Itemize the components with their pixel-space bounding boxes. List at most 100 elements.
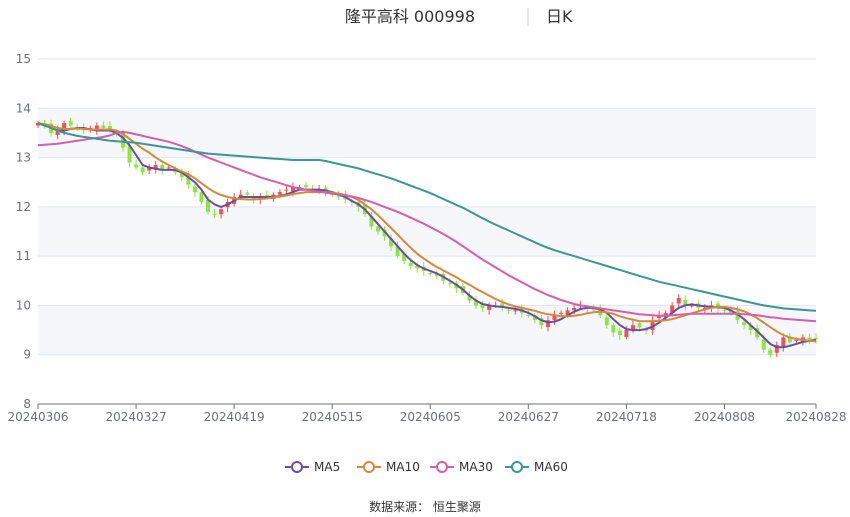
x-tick-label: 20240327 [106, 410, 167, 424]
candle-body [532, 315, 537, 321]
moving-averages [37, 122, 817, 349]
candle-body [559, 312, 564, 314]
candle-body [402, 254, 407, 262]
candle-body [134, 164, 139, 168]
candle-body [395, 246, 400, 257]
y-tick-label: 13 [16, 151, 31, 165]
x-tick-label: 20240419 [204, 410, 265, 424]
candle-body [526, 314, 531, 316]
y-tick-label: 9 [23, 348, 31, 362]
legend-label: MA5 [314, 460, 340, 474]
candle-body [781, 337, 786, 347]
candle-body [545, 320, 550, 328]
grid-band [38, 108, 816, 158]
legend-label: MA30 [459, 460, 493, 474]
candle-body [630, 325, 635, 331]
y-tick-label: 14 [16, 101, 31, 115]
data-source: 数据来源： 恒生聚源 [369, 499, 481, 514]
candle-body [219, 209, 224, 215]
legend-swatch-circle [511, 461, 523, 473]
candle-body [611, 325, 616, 333]
legend-label: MA60 [534, 460, 568, 474]
candle-body [62, 123, 67, 131]
candle-body [774, 344, 779, 353]
candle-body [480, 303, 485, 308]
candle-body [238, 194, 243, 197]
candle-body [369, 216, 374, 227]
legend-label: MA10 [386, 460, 420, 474]
ma60-line [37, 122, 817, 312]
candle-body [415, 266, 420, 269]
candle-body [205, 199, 210, 212]
ma5-line [37, 122, 817, 349]
candle-body [36, 123, 40, 126]
stock-title: 隆平高科 000998 [345, 7, 475, 26]
candle-body [140, 167, 145, 173]
candle-body [389, 238, 394, 247]
x-tick-label: 20240828 [785, 410, 846, 424]
candle-body [55, 130, 60, 135]
candle-body [650, 320, 655, 331]
candle-body [794, 339, 799, 341]
candle-body [147, 167, 152, 171]
grid [38, 58, 816, 405]
candle-body [729, 310, 734, 313]
candle-body [487, 305, 492, 310]
legend-swatch-circle [363, 461, 375, 473]
candle-body [408, 263, 413, 266]
y-tick-label: 11 [16, 249, 31, 263]
candle-body [768, 349, 773, 355]
candle-body [120, 132, 125, 148]
candle-body [304, 185, 309, 188]
x-tick-label: 20240515 [302, 410, 363, 424]
candle-body [755, 328, 760, 338]
candle-body [127, 145, 132, 163]
candle-body [277, 192, 282, 195]
candle-body [284, 189, 289, 191]
period-label: 日K [546, 7, 573, 26]
x-tick-label: 20240808 [694, 410, 755, 424]
candle-body [107, 126, 112, 131]
candle-body [591, 307, 596, 311]
candle-body [245, 192, 250, 195]
candle-body [552, 315, 557, 321]
candle-body [101, 125, 106, 128]
y-axis: 8 9 10 11 12 13 14 15 [16, 52, 31, 411]
grid-band [38, 206, 816, 257]
candle-body [166, 167, 171, 169]
x-tick-label: 20240605 [400, 410, 461, 424]
x-tick-label: 20240627 [498, 410, 559, 424]
candle-body [186, 175, 191, 185]
legend-swatch-circle [436, 461, 448, 473]
candle-body [199, 192, 204, 202]
candle-body [500, 303, 505, 308]
candle-body [192, 186, 197, 193]
candle-body [474, 300, 479, 306]
candle-body [565, 310, 570, 315]
candle-body [807, 337, 812, 340]
candle-body [153, 164, 158, 170]
x-axis: 20240306 20240327 20240419 20240515 20240605… [7, 404, 847, 424]
candle-body [506, 309, 511, 311]
candle-body [179, 172, 184, 178]
y-tick-label: 8 [23, 397, 31, 411]
candle-body [434, 273, 439, 276]
candle-body [676, 298, 681, 304]
candle-body [212, 213, 217, 215]
y-tick-label: 15 [16, 52, 31, 66]
y-tick-label: 12 [16, 200, 31, 214]
candle-body [814, 337, 818, 339]
candle-body [572, 307, 577, 311]
candle-body [467, 295, 472, 301]
candle-body [160, 164, 165, 170]
x-tick-label: 20240718 [596, 410, 657, 424]
x-tick-label: 20240306 [7, 410, 68, 424]
candle-body [670, 305, 675, 313]
candle-body [375, 226, 380, 232]
candle-body [637, 323, 642, 328]
legend[interactable]: MA5 MA10 MA30 MA60 [285, 460, 568, 474]
candle-body [761, 339, 766, 350]
candle-body [539, 318, 544, 326]
candle-body [68, 121, 73, 126]
